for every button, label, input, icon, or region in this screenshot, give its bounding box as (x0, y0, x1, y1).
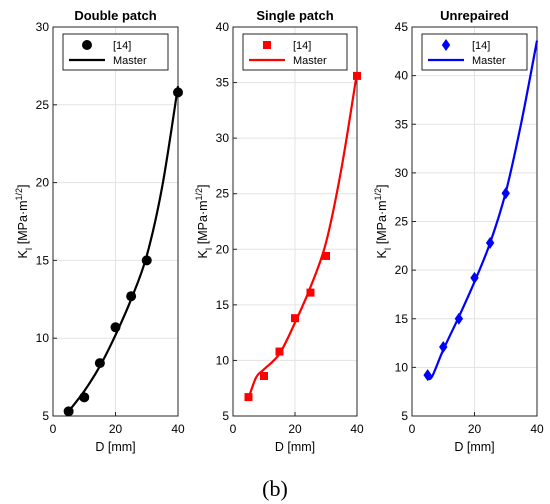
data-point (439, 340, 448, 353)
y-axis-label-main: K (16, 250, 30, 259)
y-tick-label: 20 (216, 242, 230, 256)
y-tick-label: 25 (36, 98, 50, 112)
data-point (291, 314, 299, 323)
y-tick-label: 30 (36, 20, 50, 34)
x-axis-label: D [mm] (95, 440, 135, 454)
chart-title: Single patch (256, 8, 333, 23)
series-line-master (67, 85, 180, 413)
legend-marker (82, 40, 92, 50)
legend-box (421, 33, 528, 71)
x-tick-label: 0 (230, 422, 237, 436)
x-axis-label: D [mm] (454, 440, 494, 454)
chart-panel-3: 0 20 40 5 10 15 20 25 30 35 40 45 Unrepaired D [mm] KI… (373, 8, 544, 454)
y-tick-label: 20 (36, 176, 50, 190)
x-tick-label: 0 (50, 422, 57, 436)
data-point (322, 251, 330, 260)
y-axis-label-sup: 1/2 (373, 188, 383, 201)
y-tick-label: 10 (216, 353, 230, 367)
y-axis-label-unit: [MPa·m (375, 200, 389, 247)
data-point (260, 371, 268, 380)
y-axis-label-sub: I (204, 248, 214, 251)
y-tick-label: 5 (222, 409, 229, 423)
y-tick-label: 10 (395, 360, 409, 374)
data-point (306, 288, 315, 297)
x-tick-label: 20 (109, 422, 123, 436)
y-axis-label-unit: [MPa·m (16, 200, 30, 247)
chart-title: Double patch (74, 8, 156, 23)
legend: [14] Master (242, 33, 348, 71)
legend-label: [14] (293, 40, 311, 52)
y-tick-label: 30 (216, 131, 230, 145)
y-tick-label: 45 (395, 20, 409, 34)
y-axis-label-unit: [MPa·m (196, 200, 210, 247)
data-point (110, 322, 121, 333)
y-axis-label-sub: I (24, 248, 34, 251)
y-axis-label-sup: 1/2 (194, 188, 204, 201)
y-axis-label-sub: I (383, 248, 393, 251)
y-tick-label: 10 (36, 331, 50, 345)
y-tick-label: 15 (216, 298, 230, 312)
data-point (501, 187, 510, 200)
y-tick-label: 15 (395, 312, 409, 326)
y-tick-label: 15 (36, 253, 50, 267)
legend: [14] Master (62, 33, 169, 71)
y-axis-label-close: ] (196, 184, 210, 187)
x-tick-label: 40 (171, 422, 185, 436)
x-axis-label: D [mm] (275, 440, 315, 454)
y-axis-label-main: K (375, 250, 389, 259)
y-tick-label: 35 (395, 117, 409, 131)
chart-title: Unrepaired (440, 8, 509, 23)
chart-panel-2: 0 20 40 5 10 15 20 25 30 35 40 Single patch D [mm] KI… (194, 8, 364, 454)
y-axis-label: KI [MPa·m1/2] (373, 184, 393, 258)
y-axis-label: KI [MPa·m1/2] (194, 184, 214, 258)
data-point (275, 347, 284, 356)
legend-label: Master (113, 55, 147, 67)
y-axis-label-main: K (196, 250, 210, 259)
y-tick-label: 5 (401, 409, 408, 423)
data-point (126, 291, 137, 302)
data-point (454, 312, 464, 325)
legend-marker (441, 39, 451, 51)
y-tick-label: 30 (395, 166, 409, 180)
data-point (141, 255, 152, 266)
x-tick-label: 0 (409, 422, 416, 436)
legend-box (242, 33, 348, 71)
x-tick-label: 40 (350, 422, 364, 436)
y-axis-label-close: ] (375, 184, 389, 187)
y-tick-label: 5 (42, 409, 49, 423)
legend-marker (263, 41, 271, 49)
x-tick-label: 20 (288, 422, 302, 436)
data-point (470, 271, 479, 284)
y-axis-label: KI [MPa·m1/2] (14, 184, 34, 258)
y-tick-label: 20 (395, 263, 409, 277)
data-point (173, 87, 183, 98)
data-point (63, 406, 74, 417)
figure-caption: (b) (262, 476, 288, 501)
data-point (485, 236, 495, 249)
legend-box (62, 33, 169, 71)
legend: [14] Master (421, 33, 528, 71)
chart-panel-1: 0 20 40 5 10 15 20 25 30 Double patch D [mm] KI [MP… (14, 8, 185, 454)
y-axis-label-sup: 1/2 (14, 188, 24, 201)
y-tick-label: 40 (216, 20, 230, 34)
x-tick-label: 20 (468, 422, 482, 436)
data-point (353, 71, 361, 80)
y-tick-label: 25 (395, 215, 409, 229)
data-point (244, 393, 253, 402)
data-point (94, 358, 105, 369)
legend-label: Master (293, 55, 327, 67)
y-tick-label: 40 (395, 69, 409, 83)
x-tick-label: 40 (530, 422, 544, 436)
y-axis-label-close: ] (16, 184, 30, 187)
legend-label: [14] (472, 40, 490, 52)
data-point (423, 369, 432, 382)
y-tick-label: 25 (216, 187, 230, 201)
data-point (79, 392, 90, 403)
y-tick-label: 35 (216, 76, 230, 90)
legend-label: [14] (113, 40, 131, 52)
legend-label: Master (472, 55, 506, 67)
